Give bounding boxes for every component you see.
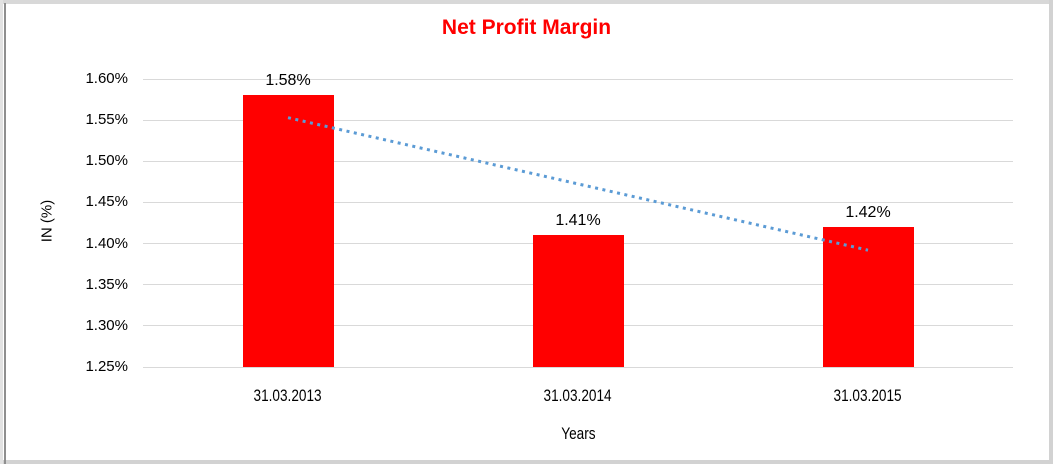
y-tick-label: 1.50% (85, 152, 128, 170)
bar-31.03.2014 (532, 235, 624, 367)
y-tick-label: 1.45% (85, 193, 128, 211)
y-tick-label: 1.55% (85, 111, 128, 129)
y-tick-label: 1.60% (85, 70, 128, 87)
x-tick-label-text: 31.03.2015 (833, 386, 903, 405)
y-tick-label: 1.35% (85, 275, 128, 293)
trendline-layer (287, 116, 869, 252)
gridline (143, 366, 1013, 368)
bar-31.03.2015 (822, 227, 914, 367)
frame-border-bottom (0, 460, 1053, 464)
gridline (143, 160, 1013, 162)
bar-value-label: 1.41% (555, 212, 601, 230)
frame-border-left-inner (4, 3, 6, 464)
x-tick-label: 31.03.2014 (498, 386, 658, 406)
y-tick-label: 1.40% (85, 234, 128, 252)
frame-border-top (0, 0, 1053, 4)
gridline (143, 78, 1013, 80)
x-tick-label: 31.03.2013 (208, 386, 368, 406)
x-tick-label: 31.03.2015 (788, 386, 948, 406)
y-tick-label: 1.30% (85, 316, 128, 334)
y-tick-label: 1.25% (85, 358, 128, 375)
x-axis-title-text: Years (560, 424, 596, 443)
frame-border-right (1049, 0, 1053, 464)
chart-title: Net Profit Margin (441, 16, 612, 39)
frame-border-left (0, 0, 3, 464)
gridline (143, 201, 1013, 203)
gridline (143, 119, 1013, 121)
trendline (287, 116, 869, 252)
bar-31.03.2013 (242, 95, 334, 367)
bar-value-label: 1.42% (845, 204, 891, 222)
x-tick-label-text: 31.03.2014 (543, 386, 613, 405)
bar-value-label: 1.58% (265, 72, 311, 90)
x-axis-title: Years (458, 424, 698, 444)
y-axis-title: IN (%) (38, 199, 56, 243)
plot-area: 1.58% 1.41% 1.42% (143, 72, 1013, 368)
x-tick-label-text: 31.03.2013 (253, 386, 323, 405)
